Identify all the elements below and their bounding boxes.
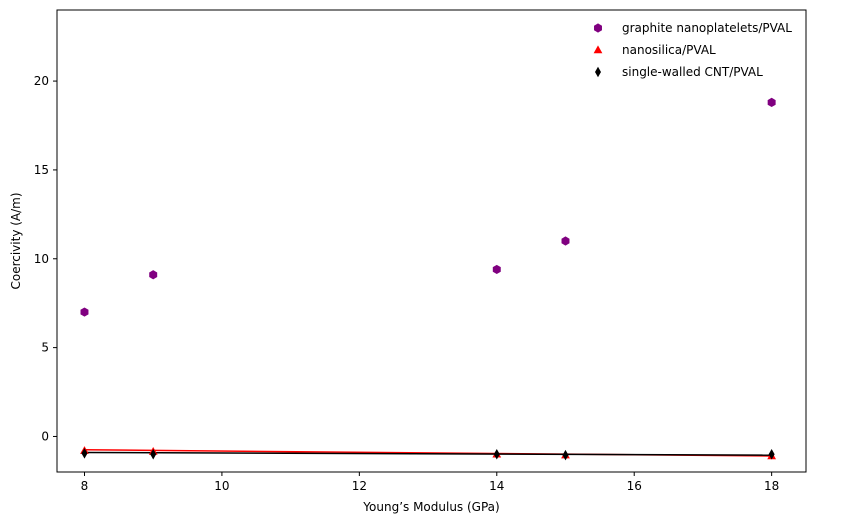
x-tick-label: 12 (352, 479, 367, 493)
x-axis-label: Young’s Modulus (GPa) (362, 500, 499, 514)
y-tick-label: 15 (34, 163, 49, 177)
data-point-series-0 (149, 270, 158, 280)
axes: 8 10 12 14 16 18 0 5 10 15 20 (34, 9, 807, 493)
data-point-series-2 (493, 448, 500, 460)
plot-area (80, 97, 777, 461)
legend: graphite nanoplatelets/PVAL nanosilica/PV… (593, 21, 792, 79)
data-point-series-0 (561, 236, 570, 246)
x-tick-label: 10 (214, 479, 229, 493)
x-tick-label: 14 (489, 479, 504, 493)
legend-marker (593, 45, 603, 54)
data-point-series-0 (80, 307, 89, 317)
data-point-series-2 (562, 449, 569, 461)
legend-label: nanosilica/PVAL (622, 43, 716, 57)
plot-frame (56, 9, 807, 473)
x-tick-label: 8 (81, 479, 89, 493)
y-tick-label: 20 (34, 74, 49, 88)
x-tick-label: 18 (764, 479, 779, 493)
data-point-series-2 (150, 448, 157, 460)
legend-label: single-walled CNT/PVAL (622, 65, 763, 79)
data-point-series-2 (768, 448, 775, 460)
data-point-series-0 (492, 264, 501, 275)
y-tick-label: 10 (34, 252, 49, 266)
x-tick-label: 16 (627, 479, 642, 493)
fit-line-series-2 (84, 451, 772, 456)
y-tick-label: 5 (41, 341, 49, 355)
legend-marker (594, 23, 602, 33)
y-tick-label: 0 (41, 429, 49, 443)
data-point-series-2 (81, 448, 88, 459)
legend-marker (595, 66, 601, 78)
legend-label: graphite nanoplatelets/PVAL (622, 21, 792, 35)
y-axis-label: Coercivity (A/m) (9, 192, 23, 289)
data-point-series-0 (767, 97, 776, 107)
